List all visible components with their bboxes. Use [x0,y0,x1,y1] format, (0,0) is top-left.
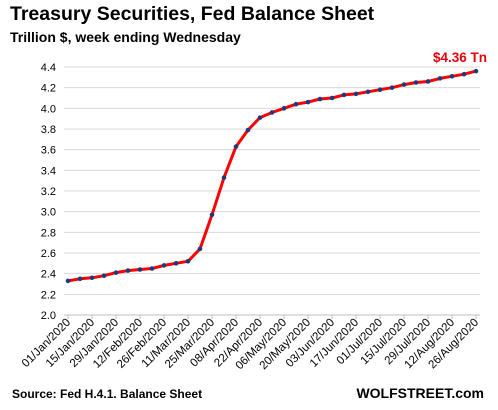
data-point [113,270,119,275]
data-point [449,74,455,79]
y-tick-label: 2.2 [41,289,56,301]
data-point [89,275,95,281]
data-point [305,99,311,105]
series-treasury [65,68,479,284]
data-point [197,246,203,252]
x-axis: 01/Jan/202015/Jan/202029/Jan/202012/Feb/… [20,314,481,372]
y-tick-label: 4.4 [41,62,56,74]
y-tick-label: 2.0 [41,310,56,322]
y-tick-label: 2.8 [41,227,56,239]
data-point [341,92,347,98]
data-point [269,110,275,115]
data-point [77,276,83,282]
data-point [413,80,419,85]
last-value-annotation: $4.36 Tn [433,50,487,65]
y-tick-label: 4.2 [41,83,56,95]
y-axis: 2.0 2.2 2.4 2.6 2.8 3.0 3.2 3.4 3.6 3.8 4.0 4.2 4.4 [41,62,56,322]
data-point [209,212,215,218]
data-point [137,267,143,272]
y-tick-label: 2.4 [41,269,56,281]
data-point [353,91,359,97]
data-point [293,101,299,107]
data-point [461,71,467,77]
data-point [125,268,131,273]
data-point [161,263,167,268]
y-tick-label: 2.6 [41,248,56,260]
data-point [377,87,383,93]
data-point [389,85,395,90]
source-note: Source: Fed H.4.1. Balance Sheet [12,387,203,401]
data-point [65,278,71,284]
series-line [67,69,477,283]
data-point [173,261,179,266]
chart-subtitle: Trillion $, week ending Wednesday [10,29,241,45]
y-tick-label: 3.8 [41,124,56,136]
data-point [257,115,263,120]
y-tick-label: 3.0 [41,207,56,219]
gridlines [64,66,480,316]
brand-label: WOLFSTREET.com [356,385,484,401]
data-point [101,273,107,279]
y-tick-label: 3.6 [41,145,56,157]
chart-title: Treasury Securities, Fed Balance Sheet [10,3,375,25]
data-point [317,96,323,102]
y-tick-label: 4.0 [41,103,56,115]
data-point [185,258,191,264]
y-tick-label: 3.2 [41,186,56,198]
data-point [401,82,407,87]
data-point [365,89,371,95]
data-point [473,68,479,74]
data-point [425,79,431,84]
data-point [281,106,287,111]
data-point [245,127,251,133]
data-point [437,76,443,81]
data-point [221,175,227,180]
data-point [149,266,155,271]
data-point [329,95,335,101]
data-point [233,144,239,149]
y-tick-label: 3.4 [41,165,56,177]
